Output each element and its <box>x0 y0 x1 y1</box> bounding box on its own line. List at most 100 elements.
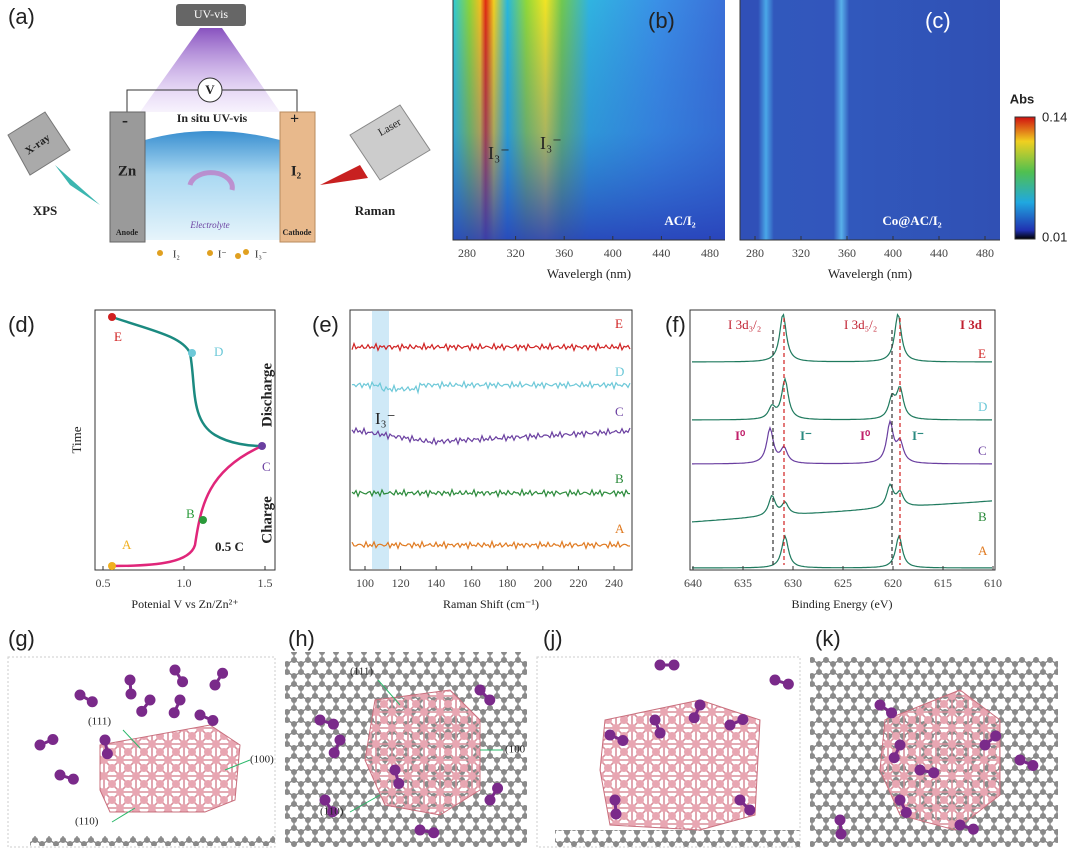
facet-label: (100) <box>250 754 274 766</box>
legend <box>157 249 249 259</box>
iodine-atom <box>428 827 440 839</box>
x-ticks: 100 120 140 160 180 200 220 240 <box>356 566 623 590</box>
spectrum <box>351 539 631 551</box>
iodine-atom <box>74 689 86 701</box>
iodine-atom <box>314 714 326 726</box>
anode <box>109 111 146 243</box>
iodine-atom <box>928 767 940 779</box>
point <box>199 516 207 524</box>
iodine-atom <box>694 699 706 711</box>
iodine-atom <box>334 734 346 746</box>
species-label: I⁰ <box>735 428 746 443</box>
x-tick-label: 480 <box>976 246 994 260</box>
x-ticks: 280 320 360 400 440 480 <box>746 236 994 260</box>
iodine-atom <box>101 748 113 760</box>
iodine-atom <box>894 794 906 806</box>
spectrum <box>351 426 631 446</box>
iodine-atom <box>888 752 900 764</box>
iodine-atom <box>414 824 426 836</box>
iodine-atom <box>769 674 781 686</box>
anode-label: Anode <box>116 228 139 237</box>
discharge-curve <box>111 315 263 448</box>
trace-label: B <box>978 509 987 524</box>
species-label: I⁻ <box>800 428 812 443</box>
panel-label: (c) <box>925 8 951 33</box>
sample-label: AC/I₂ <box>664 213 695 228</box>
iodine-atom <box>168 707 180 719</box>
annotation: I₃⁻ <box>488 143 510 163</box>
anode-element: Zn <box>118 163 137 179</box>
panel-c: (c) Co@AC/I₂ Wavelergh (nm) 280 320 360 400… <box>739 0 1000 281</box>
panel-label: (b) <box>648 8 675 33</box>
panel-label: (d) <box>8 312 35 337</box>
iodine-atom <box>617 734 629 746</box>
x-tick-label: 320 <box>792 246 810 260</box>
iodine-atom <box>654 659 666 671</box>
spectrum <box>351 487 631 499</box>
panel-label: (j) <box>543 626 563 651</box>
point <box>188 349 196 357</box>
iodine-atom <box>610 808 622 820</box>
x-tick-label: 625 <box>834 576 852 590</box>
iodine-atom <box>967 823 979 835</box>
voltmeter <box>197 77 223 103</box>
spectrum <box>692 313 992 363</box>
iodine-atom <box>492 782 504 794</box>
x-ticks: 0.5 1.0 1.5 <box>96 566 273 590</box>
cycle-arrow <box>187 170 235 191</box>
trace-label: D <box>978 399 987 414</box>
x-tick-label: 160 <box>463 576 481 590</box>
x-tick-label: 280 <box>746 246 764 260</box>
heatmap-shade <box>453 0 725 240</box>
panel-a: (a) UV-vis V In situ UV-vis - + Zn I₂ An… <box>7 4 431 260</box>
colorbar-max: 0.14 <box>1042 109 1067 124</box>
x-tick-label: 635 <box>734 576 752 590</box>
point <box>258 442 266 450</box>
x-tick-label: 400 <box>884 246 902 260</box>
xps-label: XPS <box>33 203 58 218</box>
panel-label: (h) <box>288 626 315 651</box>
x-tick-label: 630 <box>784 576 802 590</box>
peak-label: I 3d <box>960 317 983 332</box>
iodine-atom <box>734 794 746 806</box>
iodine-atom <box>54 769 66 781</box>
trace-label: A <box>615 521 625 536</box>
iodine-atom <box>688 712 700 724</box>
plot-frame <box>349 309 633 571</box>
iodine-atom <box>1014 754 1026 766</box>
voltmeter-label: V <box>205 82 215 97</box>
iodine-atom <box>389 764 401 776</box>
iodine-atom <box>393 777 405 789</box>
iodine-atom <box>144 694 156 706</box>
x-tick-label: 200 <box>534 576 552 590</box>
trace-label: E <box>978 346 986 361</box>
point-label: B <box>186 506 195 521</box>
legend-entry: I₃⁻ <box>255 249 267 260</box>
iodine-atom <box>990 730 1002 742</box>
iodine-atom <box>207 714 219 726</box>
uv-box <box>176 4 246 26</box>
iodine-atom <box>724 719 736 731</box>
x-tick-label: 440 <box>930 246 948 260</box>
iodine-atom <box>744 804 756 816</box>
axis <box>739 0 1000 241</box>
legend-entry: I₂ <box>173 249 180 260</box>
discharge-label: Discharge <box>259 363 275 427</box>
x-axis-label: Potenial V vs Zn/Zn²⁺ <box>131 597 238 611</box>
species-label: I⁰ <box>860 428 871 443</box>
x-tick-label: 615 <box>934 576 952 590</box>
trace-label: A <box>978 543 988 558</box>
peak-label: I 3d₅/₂ <box>844 317 877 332</box>
annotation: I₃⁻ <box>375 409 396 428</box>
minus-sign: - <box>122 110 128 130</box>
iodine-atom <box>484 694 496 706</box>
facet-label: (110) <box>320 806 344 818</box>
panel-label: (e) <box>312 312 339 337</box>
iodine-atom <box>474 684 486 696</box>
legend-entry: I⁻ <box>218 249 227 260</box>
facet-label: (111) <box>350 666 373 678</box>
facet-label: (111) <box>88 716 111 728</box>
iodine-atom <box>834 814 846 826</box>
species-label: I⁻ <box>912 428 924 443</box>
iodine-atom <box>125 688 137 700</box>
